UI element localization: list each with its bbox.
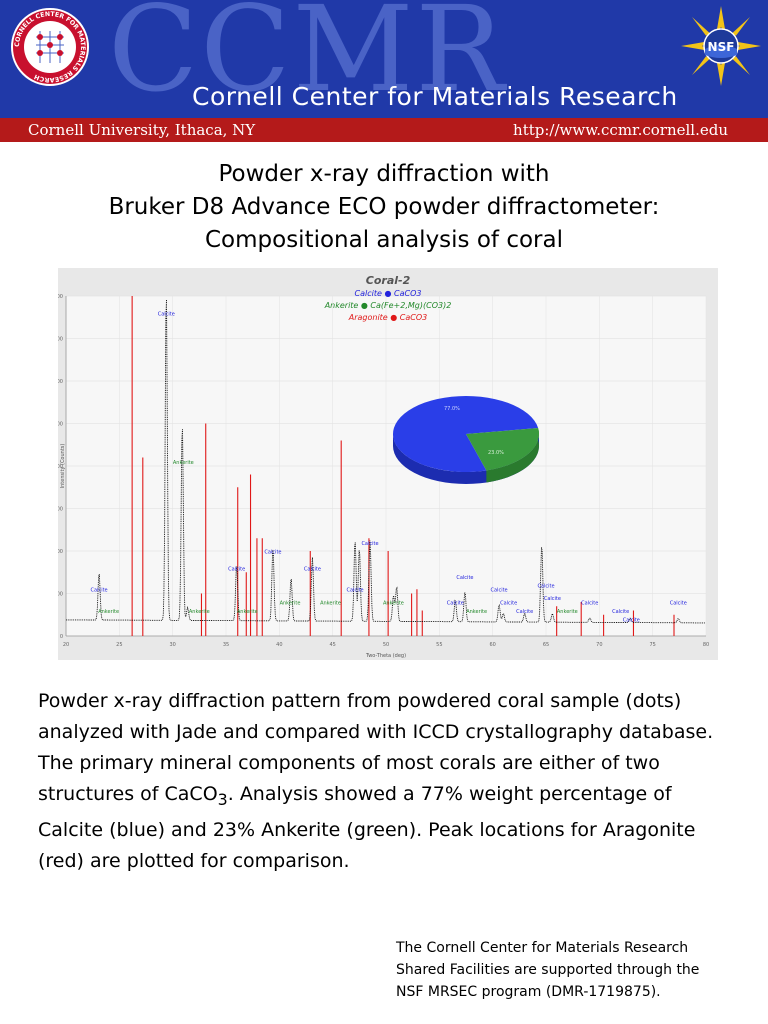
university-location: Cornell University, Ithaca, NY [28,121,256,139]
peak-label-calcite: Calcite [91,588,108,594]
peak-label-calcite: Calcite [544,596,561,602]
y-axis-label: Intensity (Counts) [60,444,66,489]
peak-label-calcite: Calcite [516,609,533,615]
website-url[interactable]: http://www.ccmr.cornell.edu [513,121,728,139]
peak-label-calcite: Calcite [456,575,473,581]
y-tick-label: 1000 [58,592,63,598]
x-tick-label: 65 [543,642,549,648]
chart-title: Coral-2 [366,274,411,287]
peak-label-ankerite: Ankerite [237,609,258,615]
funding-note-line-1: The Cornell Center for Materials Researc… [396,940,689,956]
pie-label-calcite: 77.0% [444,406,460,412]
info-strip: Cornell University, Ithaca, NY http://ww… [0,118,768,142]
diffraction-pattern [66,299,706,624]
pie-slice-calcite [393,396,539,472]
peak-label-ankerite: Ankerite [383,600,404,606]
peak-label-calcite: Calcite [361,541,378,547]
peak-label-calcite: Calcite [347,588,364,594]
y-tick-label: 6000 [58,379,63,385]
x-tick-label: 45 [329,642,335,648]
description: Powder x-ray diffraction pattern from po… [38,686,728,877]
x-tick-label: 75 [649,642,655,648]
description-text-1: Powder x-ray diffraction pattern from po… [38,690,714,805]
peak-label-calcite: Calcite [447,600,464,606]
peak-label-calcite: Calcite [623,617,640,623]
y-tick-label: 4000 [58,464,63,470]
legend-aragonite: Aragonite ● CaCO3 [348,313,428,322]
peak-label-calcite: Calcite [228,566,245,572]
peak-label-calcite: Calcite [491,588,508,594]
xrd-chart: 0 1000 2000 3000 4000 5000 6000 7000 8000 20 25 30 3… [58,274,709,659]
title-line-2: Bruker D8 Advance ECO powder diffractome… [108,194,660,220]
title-line-3: Compositional analysis of coral [204,227,563,253]
ccmr-logo: CORNELL CENTER FOR MATERIALS RESEARCH [11,8,89,86]
header: CCMR Cornell Center for Materials Resear… [0,0,768,142]
banner-title: Cornell Center for Materials Research [192,82,678,111]
legend-calcite: Calcite ● CaCO3 [355,289,422,298]
x-tick-label: 55 [436,642,442,648]
x-tick-label: 30 [169,642,175,648]
page-title: Powder x-ray diffraction with Bruker D8 … [0,158,768,257]
peak-label-ankerite: Ankerite [98,609,119,615]
peak-label-ankerite: Ankerite [280,600,301,606]
peak-label-ankerite: Ankerite [173,460,194,466]
description-text-2: . Analysis showed a 77% weight percentag… [38,783,696,872]
y-tick-label: 7000 [58,337,63,343]
funding-note: The Cornell Center for Materials Researc… [396,937,756,1003]
peak-label-calcite: Calcite [158,311,175,317]
peak-label-calcite: Calcite [581,600,598,606]
peak-label-ankerite: Ankerite [320,600,341,606]
x-tick-label: 20 [63,642,69,648]
xrd-chart-panel: 0 1000 2000 3000 4000 5000 6000 7000 8000 20 25 30 3… [58,268,718,660]
peak-label-calcite: Calcite [500,600,517,606]
peak-label-calcite: Calcite [612,609,629,615]
x-tick-label: 35 [223,642,229,648]
peak-label-calcite: Calcite [537,583,554,589]
banner: CCMR Cornell Center for Materials Resear… [0,0,768,118]
pie-slice-ankerite [466,428,539,471]
x-tick-label: 80 [703,642,709,648]
svg-text:NSF: NSF [708,40,735,54]
y-tick-label: 5000 [58,422,63,428]
peak-label-calcite: Calcite [304,566,321,572]
funding-note-line-2: Shared Facilities are supported through … [396,962,700,978]
x-tick-label: 70 [596,642,602,648]
x-tick-label: 60 [489,642,495,648]
title-line-1: Powder x-ray diffraction with [218,161,550,187]
x-tick-label: 50 [383,642,389,648]
x-axis-label: Two-Theta (deg) [365,653,406,659]
funding-note-line-3: NSF MRSEC program (DMR-1719875). [396,984,661,1000]
peak-label-ankerite: Ankerite [466,609,487,615]
peak-label-calcite: Calcite [264,549,281,555]
y-tick-label: 8000 [58,294,63,300]
pie-ankerite-side [486,428,539,483]
legend-ankerite: Ankerite ● Ca(Fe+2,Mg)(CO3)2 [324,301,452,310]
peak-label-ankerite: Ankerite [557,609,578,615]
peak-label-calcite: Calcite [670,600,687,606]
pie-label-ankerite: 23.0% [488,450,504,456]
x-tick-label: 25 [116,642,122,648]
nsf-logo: NSF [681,6,761,86]
y-tick-label: 0 [60,634,63,640]
peak-label-ankerite: Ankerite [189,609,210,615]
banner-background-text: CCMR [108,0,507,118]
x-tick-label: 40 [276,642,282,648]
description-subscript: 3 [217,789,228,809]
y-tick-label: 3000 [58,507,63,513]
y-tick-label: 2000 [58,549,63,555]
